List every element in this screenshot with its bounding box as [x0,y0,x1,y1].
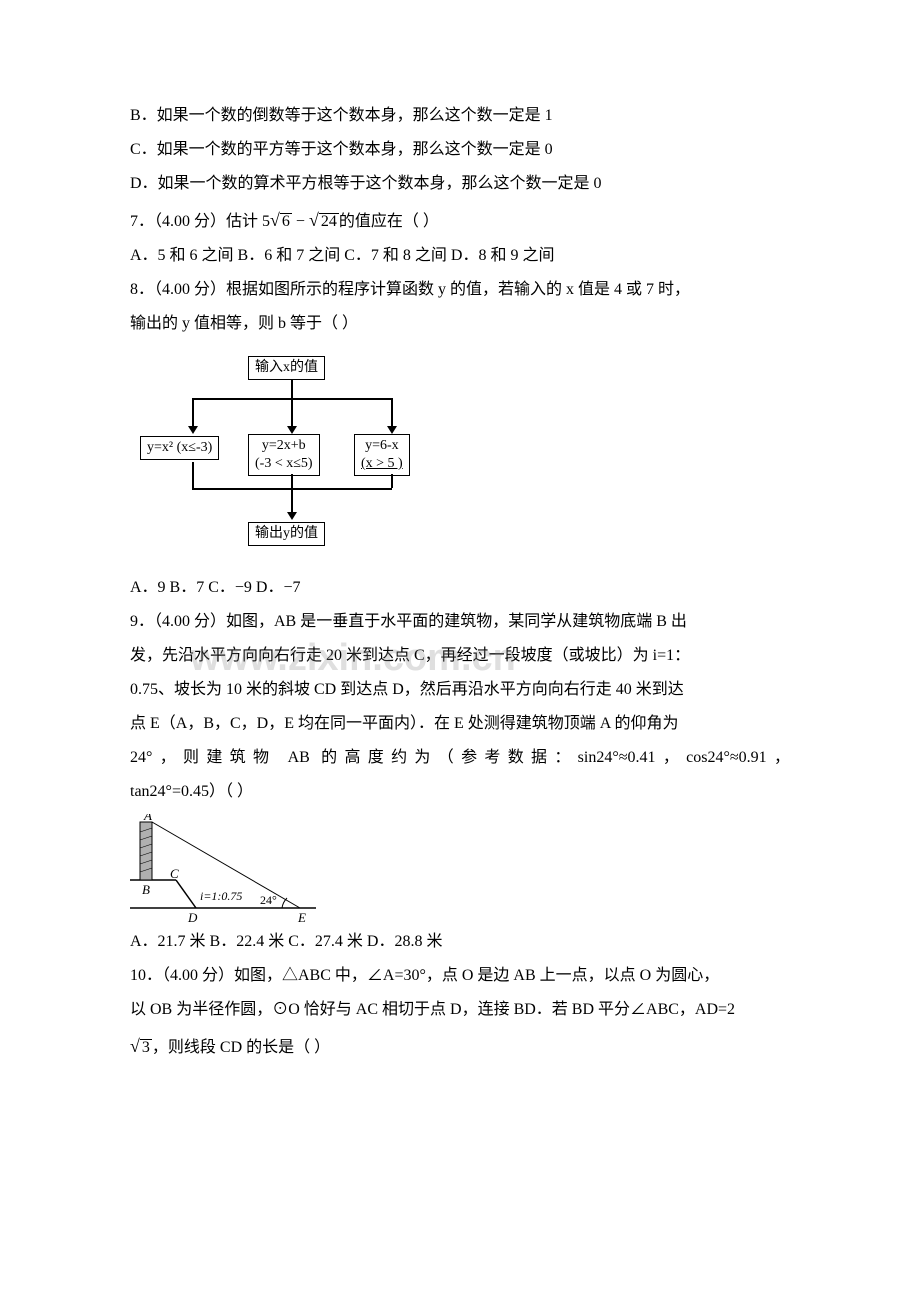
flowchart-figure: 输入x的值 y=x² (x≤-3) y=2x+b (-3 < x≤5) y=6-… [136,356,456,556]
fc-branch-1: y=x² (x≤-3) [140,436,219,460]
q6-option-b: B．如果一个数的倒数等于这个数本身，那么这个数一定是 1 [130,100,790,132]
q10-stem-1: 10．（4.00 分）如图，△ABC 中，∠A=30°，点 O 是边 AB 上一… [130,960,790,992]
q6-option-c: C．如果一个数的平方等于这个数本身，那么这个数一定是 0 [130,134,790,166]
sqrt-6: 6 [280,213,292,230]
q10-stem-2: 以 OB 为半径作圆，⊙O 恰好与 AC 相切于点 D，连接 BD．若 BD 平… [130,994,790,1026]
q9-stem-3: 0.75、坡长为 10 米的斜坡 CD 到达点 D，然后再沿水平方向向右行走 4… [130,674,790,706]
svg-text:E: E [297,910,306,924]
q9-stem-1: 9．（4.00 分）如图，AB 是一垂直于水平面的建筑物，某同学从建筑物底端 B… [130,606,790,638]
q7-stem: 7．（4.00 分）估计 5√6 − √24的值应在（ ） [130,202,790,238]
q8-stem-1: 8．（4.00 分）根据如图所示的程序计算函数 y 的值，若输入的 x 值是 4… [130,274,790,306]
minus: − [296,213,305,230]
sqrt-24: 24 [319,213,339,230]
q7-prefix: 7．（4.00 分）估计 5 [130,213,270,230]
svg-text:B: B [142,882,150,897]
radical-icon: √ [130,1036,140,1056]
radical-icon: √ [309,210,319,230]
q7-choices: A．5 和 6 之间 B．6 和 7 之间 C．7 和 8 之间 D．8 和 9… [130,240,790,272]
svg-text:C: C [170,866,179,881]
q9-choices: A．21.7 米 B．22.4 米 C．27.4 米 D．28.8 米 [130,926,790,958]
q6-option-d: D．如果一个数的算术平方根等于这个数本身，那么这个数一定是 0 [130,168,790,200]
sqrt-3: 3 [140,1039,152,1056]
fc-output-box: 输出y的值 [248,522,325,546]
fc-branch-3: y=6-x (x > 5 ) [354,434,410,476]
q9-stem-5: 24°，则建筑物 AB 的高度约为（参考数据：sin24°≈0.41，cos24… [130,742,790,774]
q9-stem-2: 发，先沿水平方向向右行走 20 米到达点 C，再经过一段坡度（或坡比）为 i=1… [130,640,790,672]
svg-text:A: A [143,814,152,823]
q9-stem-4: 点 E（A，B，C，D，E 均在同一平面内）．在 E 处测得建筑物顶端 A 的仰… [130,708,790,740]
q9-stem-6: tan24°=0.45）（ ） [130,776,790,808]
q10-stem-3: √3，则线段 CD 的长是（ ） [130,1028,790,1064]
radical-icon: √ [270,210,280,230]
fc-input-box: 输入x的值 [248,356,325,380]
svg-text:D: D [187,910,198,924]
svg-text:24°: 24° [260,893,277,907]
q9-figure: A B C D E i=1:0.75 24° [130,814,320,924]
q8-choices: A．9 B．7 C．−9 D．−7 [130,572,790,604]
svg-text:i=1:0.75: i=1:0.75 [200,889,242,903]
fc-branch-2: y=2x+b (-3 < x≤5) [248,434,320,476]
q8-stem-2: 输出的 y 值相等，则 b 等于（ ） [130,308,790,340]
